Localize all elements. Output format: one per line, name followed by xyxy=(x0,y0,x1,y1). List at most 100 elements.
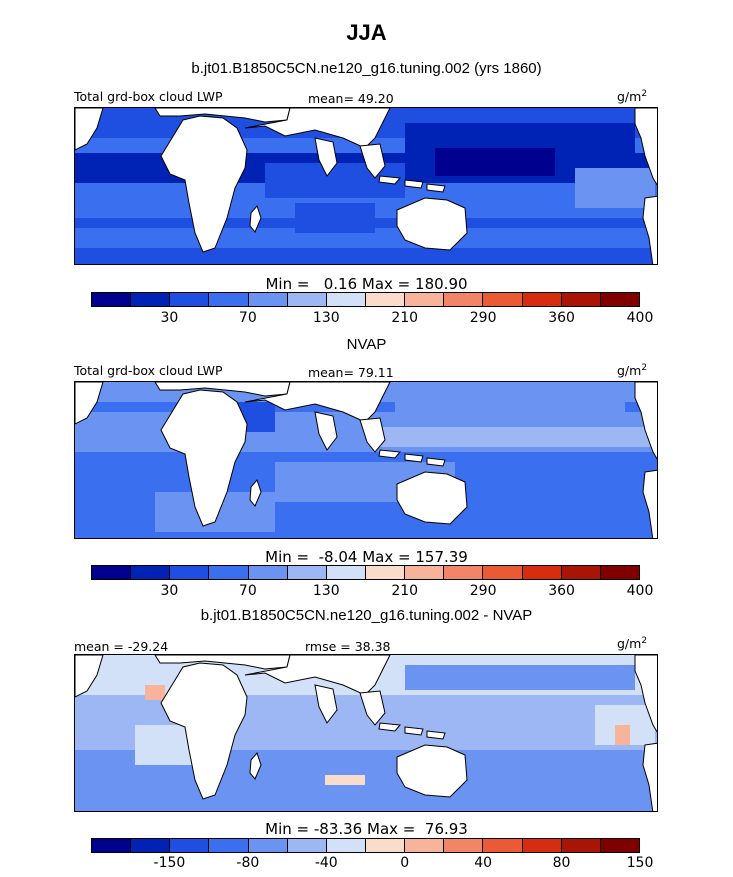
colorbar-swatch xyxy=(170,293,210,306)
continent-outline xyxy=(160,389,248,527)
colorbar-tick-label: 70 xyxy=(238,583,257,599)
colorbar-swatch xyxy=(131,566,171,579)
continent-outline xyxy=(634,382,657,460)
colorbar-tick-label: 80 xyxy=(552,855,571,871)
colorbar-swatch xyxy=(287,293,327,306)
panel-3-title: b.jt01.B1850C5CN.ne120_g16.tuning.002 - … xyxy=(200,607,533,624)
colorbar-swatch xyxy=(92,839,132,852)
continent-outline xyxy=(314,137,338,177)
continent-outline xyxy=(314,411,338,451)
colorbar-tick-label: 30 xyxy=(160,583,179,599)
continent-outline xyxy=(160,115,248,253)
continent-outline xyxy=(160,662,248,800)
panel-3-units: g/m2 xyxy=(617,636,648,652)
colorbar-tick-label: 210 xyxy=(391,310,419,326)
continent-outline xyxy=(249,205,262,233)
panel-1-title: b.jt01.B1850C5CN.ne120_g16.tuning.002 (y… xyxy=(191,60,542,77)
colorbar-swatch xyxy=(405,293,445,306)
panel-2-units: g/m2 xyxy=(617,363,648,379)
colorbar-tick-label: 40 xyxy=(474,855,493,871)
panel-3-colorbar xyxy=(91,838,640,853)
colorbar-swatch xyxy=(131,293,171,306)
continent-outline xyxy=(426,730,446,740)
colorbar-swatch xyxy=(444,566,484,579)
colorbar-swatch xyxy=(248,566,288,579)
panel-3-left-label: mean = -29.24 xyxy=(74,639,169,654)
continent-outline xyxy=(314,684,338,724)
continent-outline xyxy=(249,479,262,507)
panel-3-minmax: Min = -83.36 Max = 76.93 xyxy=(265,820,468,838)
colorbar-swatch xyxy=(209,293,249,306)
colorbar-tick-label: 30 xyxy=(160,310,179,326)
colorbar-swatch xyxy=(209,566,249,579)
panel-2-left-label: Total grd-box cloud LWP xyxy=(74,363,223,378)
colorbar-tick-label: 210 xyxy=(391,583,419,599)
panel-3-rmse-label: rmse = 38.38 xyxy=(305,639,391,654)
panel-2-colorbar xyxy=(91,565,640,580)
continent-outline xyxy=(404,453,424,463)
colorbar-swatch xyxy=(365,839,406,852)
panel-2-map xyxy=(74,381,658,539)
continent-outline xyxy=(359,143,386,179)
colorbar-swatch xyxy=(92,293,132,306)
colorbar-swatch xyxy=(444,839,484,852)
panel-1-map xyxy=(74,107,658,265)
colorbar-swatch xyxy=(287,566,327,579)
colorbar-swatch xyxy=(600,293,639,306)
continent-outline xyxy=(378,722,401,732)
panel-1-units: g/m2 xyxy=(617,89,648,105)
colorbar-tick-label: 0 xyxy=(400,855,410,871)
colorbar-swatch xyxy=(444,293,484,306)
colorbar-tick-label: 360 xyxy=(548,310,575,326)
field-region xyxy=(435,148,555,176)
field-region xyxy=(145,685,165,700)
colorbar-swatch xyxy=(365,566,406,579)
colorbar-swatch xyxy=(248,293,288,306)
continent-outline xyxy=(634,108,657,186)
colorbar-swatch xyxy=(522,839,562,852)
continent-outline xyxy=(396,197,468,251)
panel-1-colorbar xyxy=(91,292,640,307)
continent-outline xyxy=(642,469,657,538)
colorbar-swatch xyxy=(326,566,366,579)
colorbar-tick-label: -150 xyxy=(153,855,186,871)
colorbar-swatch xyxy=(483,293,523,306)
page-title: JJA xyxy=(346,20,387,45)
field-region xyxy=(455,755,655,795)
colorbar-swatch xyxy=(170,839,210,852)
colorbar-swatch xyxy=(170,566,210,579)
colorbar-swatch xyxy=(92,566,132,579)
colorbar-swatch xyxy=(326,839,366,852)
continent-outline xyxy=(378,449,401,459)
panel-2-mean-label: mean= 79.11 xyxy=(308,365,394,380)
continent-outline xyxy=(359,690,386,726)
colorbar-tick-label: 130 xyxy=(312,583,340,599)
colorbar-swatch xyxy=(248,839,288,852)
field-region xyxy=(325,775,365,785)
panel-1-minmax: Min = 0.16 Max = 180.90 xyxy=(265,275,468,293)
panel-1-left-label: Total grd-box cloud LWP xyxy=(74,89,223,104)
colorbar-tick-label: 400 xyxy=(626,583,654,599)
colorbar-swatch xyxy=(561,839,601,852)
colorbar-swatch xyxy=(600,566,639,579)
continent-outline xyxy=(396,744,468,798)
field-region xyxy=(405,665,635,690)
field-region xyxy=(575,168,655,208)
colorbar-tick-label: 360 xyxy=(548,583,575,599)
panel-2-title: NVAP xyxy=(346,336,387,353)
field-region xyxy=(615,725,630,745)
colorbar-swatch xyxy=(209,839,249,852)
continent-outline xyxy=(404,726,424,736)
continent-outline xyxy=(426,183,446,193)
field-region xyxy=(395,392,625,417)
continent-outline xyxy=(75,655,104,698)
colorbar-tick-label: -80 xyxy=(236,855,260,871)
colorbar-tick-label: 290 xyxy=(469,583,497,599)
colorbar-swatch xyxy=(405,839,445,852)
colorbar-swatch xyxy=(522,293,562,306)
colorbar-tick-label: 130 xyxy=(312,310,340,326)
colorbar-swatch xyxy=(561,293,601,306)
panel-3-map xyxy=(74,654,658,812)
colorbar-tick-label: 150 xyxy=(626,855,654,871)
colorbar-swatch xyxy=(287,839,327,852)
